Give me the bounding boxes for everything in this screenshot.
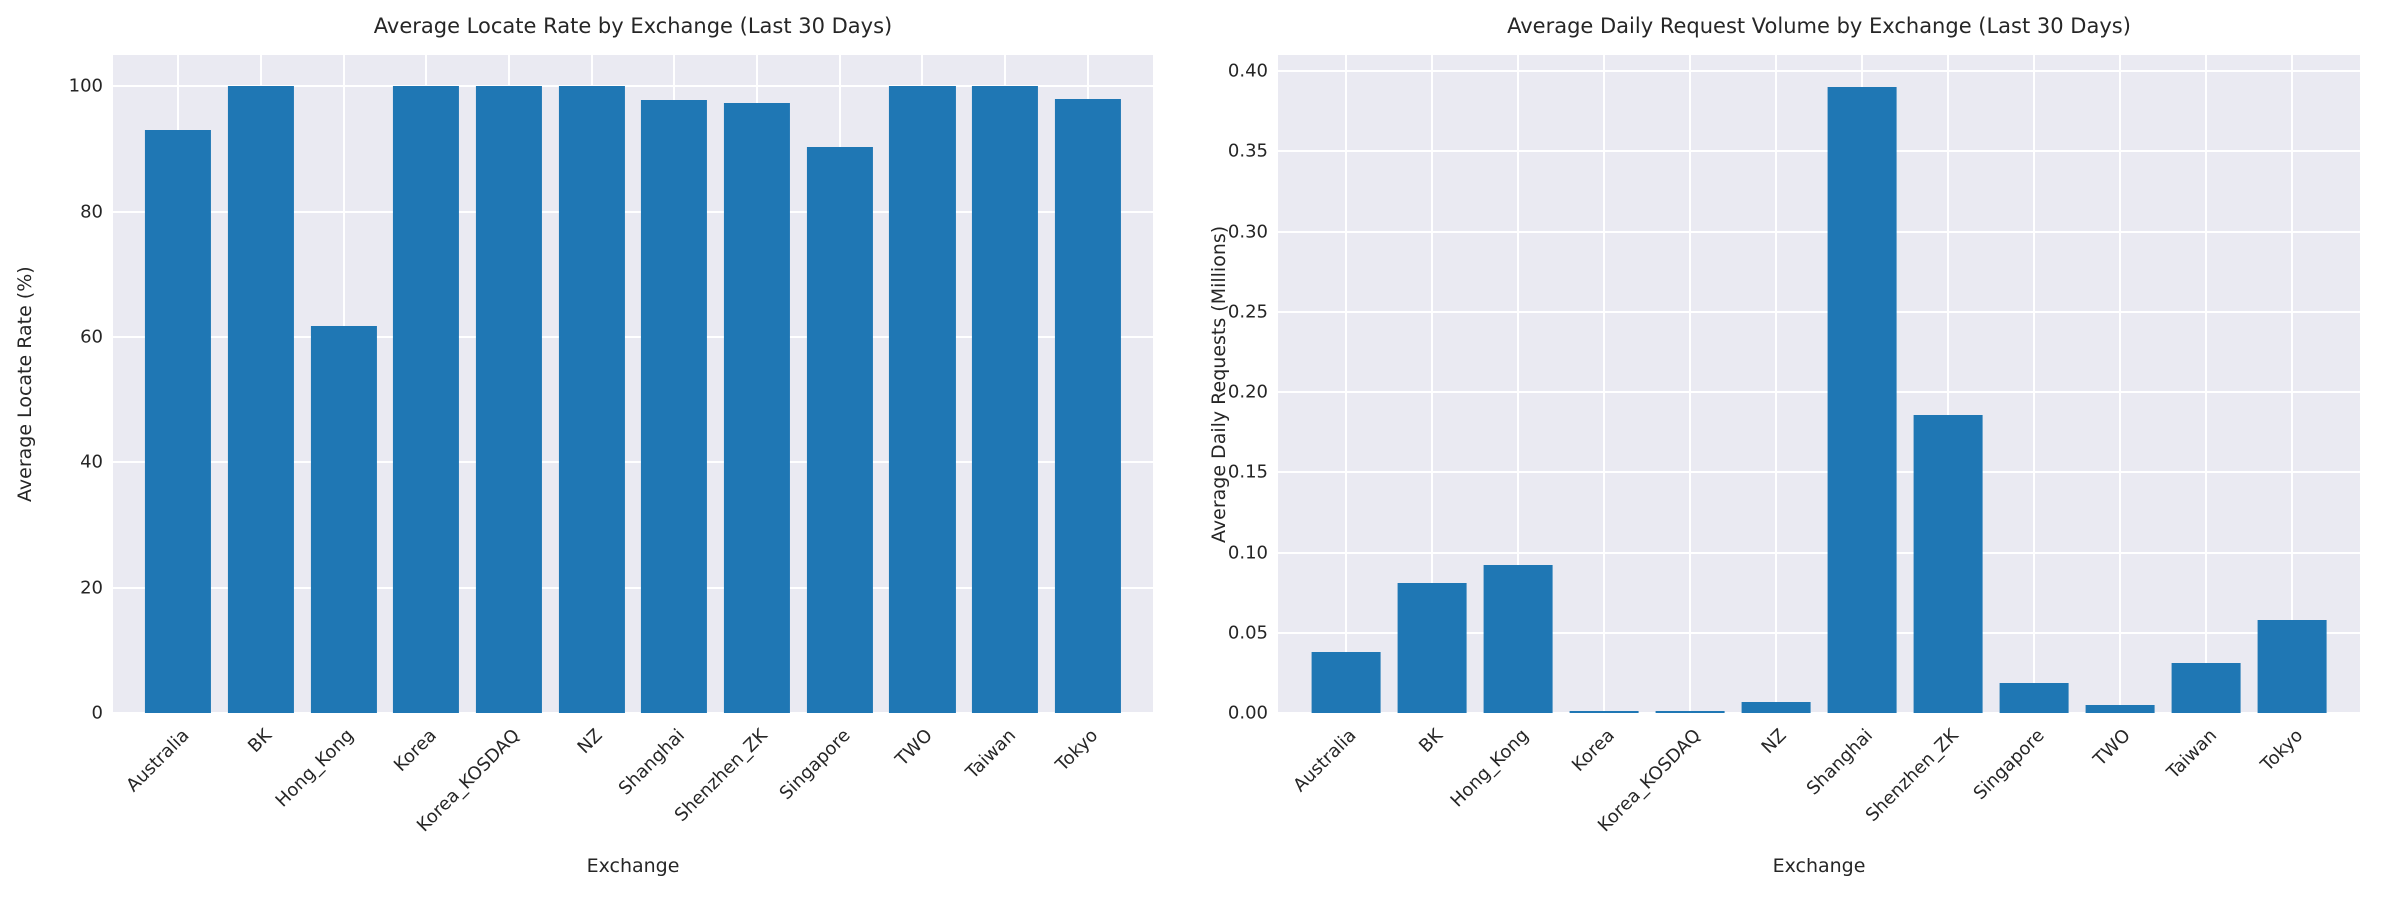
x-axis-label: Exchange bbox=[1772, 855, 1866, 877]
y-axis-ticks: 0 20 40 60 80 100 bbox=[0, 55, 103, 724]
x-tick-label: NZ bbox=[1757, 725, 1791, 759]
h-gridline bbox=[1278, 310, 2360, 313]
x-tick-label: Shanghai bbox=[614, 725, 690, 800]
y-axis-ticks: 0.00 0.05 0.10 0.15 0.20 0.25 0.30 0.35 0.40 bbox=[1200, 55, 1268, 724]
h-gridline bbox=[1278, 391, 2360, 394]
h-gridline bbox=[113, 586, 1153, 589]
h-gridline bbox=[1278, 471, 2360, 474]
v-gridline bbox=[2205, 55, 2208, 713]
h-gridline bbox=[113, 712, 1153, 714]
x-tick-label: Singapore bbox=[1969, 725, 2049, 805]
bar-NZ bbox=[1741, 701, 1811, 713]
h-gridline bbox=[113, 85, 1153, 88]
y-tick-label: 0.05 bbox=[1227, 622, 1268, 644]
v-gridline bbox=[2119, 55, 2122, 713]
x-tick-label: Australia bbox=[121, 725, 194, 797]
y-tick-label: 40 bbox=[80, 451, 103, 473]
bar-Singapore bbox=[1999, 682, 2069, 713]
h-gridline bbox=[1278, 230, 2360, 233]
h-gridline bbox=[1278, 631, 2360, 634]
chart-title: Average Locate Rate by Exchange (Last 30… bbox=[373, 14, 893, 38]
h-gridline bbox=[1278, 551, 2360, 554]
x-tick-label: Australia bbox=[1289, 725, 1361, 797]
bar-Korea_KOSDAQ bbox=[475, 86, 543, 713]
bar-Shanghai bbox=[1827, 87, 1897, 713]
bar-Tokyo bbox=[1054, 98, 1121, 713]
h-gridline bbox=[113, 336, 1153, 338]
y-tick-label: 100 bbox=[68, 75, 103, 97]
bar-Taiwan bbox=[2171, 663, 2241, 713]
x-tick-label: Taiwan bbox=[2162, 725, 2221, 784]
bar-Shenzhen_ZK bbox=[1913, 414, 1983, 713]
y-tick-label: 0.30 bbox=[1227, 221, 1268, 243]
h-gridline bbox=[113, 210, 1153, 213]
bar-Hong_Kong bbox=[310, 325, 377, 713]
bar-Korea bbox=[1569, 711, 1639, 713]
x-axis-label: Exchange bbox=[586, 855, 680, 877]
y-tick-label: 60 bbox=[80, 326, 103, 348]
bar-Singapore bbox=[806, 146, 873, 713]
x-tick-label: Korea bbox=[390, 725, 442, 776]
y-tick-label: 0.00 bbox=[1227, 702, 1268, 724]
y-tick-label: 0.10 bbox=[1227, 542, 1268, 564]
x-tick-label: Taiwan bbox=[961, 725, 1020, 784]
bar-Australia bbox=[1311, 652, 1381, 713]
plot-area bbox=[1278, 55, 2360, 714]
bar-BK bbox=[1397, 583, 1467, 713]
x-tick-label: Shanghai bbox=[1802, 725, 1877, 800]
h-gridline bbox=[113, 461, 1153, 464]
x-tick-label: Korea bbox=[1567, 725, 1619, 776]
y-tick-label: 0.25 bbox=[1227, 301, 1268, 323]
h-gridline bbox=[1278, 70, 2360, 73]
locate-rate-chart: Average Locate Rate by Exchange (Last 30… bbox=[0, 14, 1153, 877]
x-tick-label: Singapore bbox=[775, 725, 855, 805]
v-gridline bbox=[1688, 55, 1691, 713]
bar-TWO bbox=[889, 86, 956, 713]
y-tick-label: 0.15 bbox=[1227, 461, 1268, 483]
bar-BK bbox=[227, 86, 295, 713]
x-tick-label: NZ bbox=[573, 725, 607, 759]
bar-NZ bbox=[558, 86, 625, 713]
y-tick-label: 0.20 bbox=[1227, 381, 1268, 403]
x-tick-label: Hong_Kong bbox=[272, 725, 359, 812]
chart-title: Average Daily Request Volume by Exchange… bbox=[1507, 14, 2131, 38]
bar-Korea_KOSDAQ bbox=[1655, 711, 1725, 713]
bar-Hong_Kong bbox=[1483, 565, 1553, 713]
v-gridline bbox=[1516, 55, 1519, 713]
x-tick-label: BK bbox=[243, 725, 276, 757]
bar-TWO bbox=[2085, 704, 2155, 713]
y-tick-label: 0.35 bbox=[1227, 140, 1268, 162]
y-tick-label: 20 bbox=[80, 577, 103, 599]
request-volume-chart: Average Daily Request Volume by Exchange… bbox=[1200, 0, 2400, 900]
v-gridline bbox=[1602, 55, 1605, 713]
v-gridline bbox=[1430, 55, 1433, 713]
plot-area bbox=[113, 55, 1153, 714]
bar-Shanghai bbox=[641, 99, 708, 713]
bar-Australia bbox=[145, 129, 212, 713]
bar-Shenzhen_ZK bbox=[723, 102, 791, 713]
v-gridline bbox=[2033, 55, 2036, 713]
x-tick-label: Hong_Kong bbox=[1446, 725, 1533, 812]
x-axis-ticks: Australia BK Hong_Kong Korea Korea_KOSDAQ NZ S… bbox=[113, 719, 1153, 849]
bar-Korea bbox=[393, 86, 460, 713]
x-tick-label: Shenzhen_ZK bbox=[1861, 725, 1963, 826]
h-gridline bbox=[1278, 712, 2360, 714]
x-tick-label: TWO bbox=[2089, 725, 2135, 771]
x-tick-label: BK bbox=[1414, 725, 1447, 757]
v-gridline bbox=[1774, 55, 1777, 713]
y-tick-label: 80 bbox=[80, 201, 103, 223]
y-tick-label: 0.40 bbox=[1227, 60, 1268, 82]
v-gridline bbox=[2291, 55, 2294, 713]
y-tick-label: 0 bbox=[91, 702, 103, 724]
v-gridline bbox=[1344, 55, 1347, 713]
bar-Taiwan bbox=[971, 86, 1039, 713]
x-tick-label: Tokyo bbox=[1052, 725, 1103, 776]
h-gridline bbox=[1278, 150, 2360, 153]
x-tick-label: TWO bbox=[891, 725, 938, 771]
x-tick-label: Tokyo bbox=[2256, 725, 2307, 776]
v-gridline bbox=[1947, 55, 1950, 713]
x-axis-ticks: Australia BK Hong_Kong Korea Korea_KOSDAQ NZ S… bbox=[1278, 719, 2360, 849]
bar-Tokyo bbox=[2257, 619, 2327, 713]
